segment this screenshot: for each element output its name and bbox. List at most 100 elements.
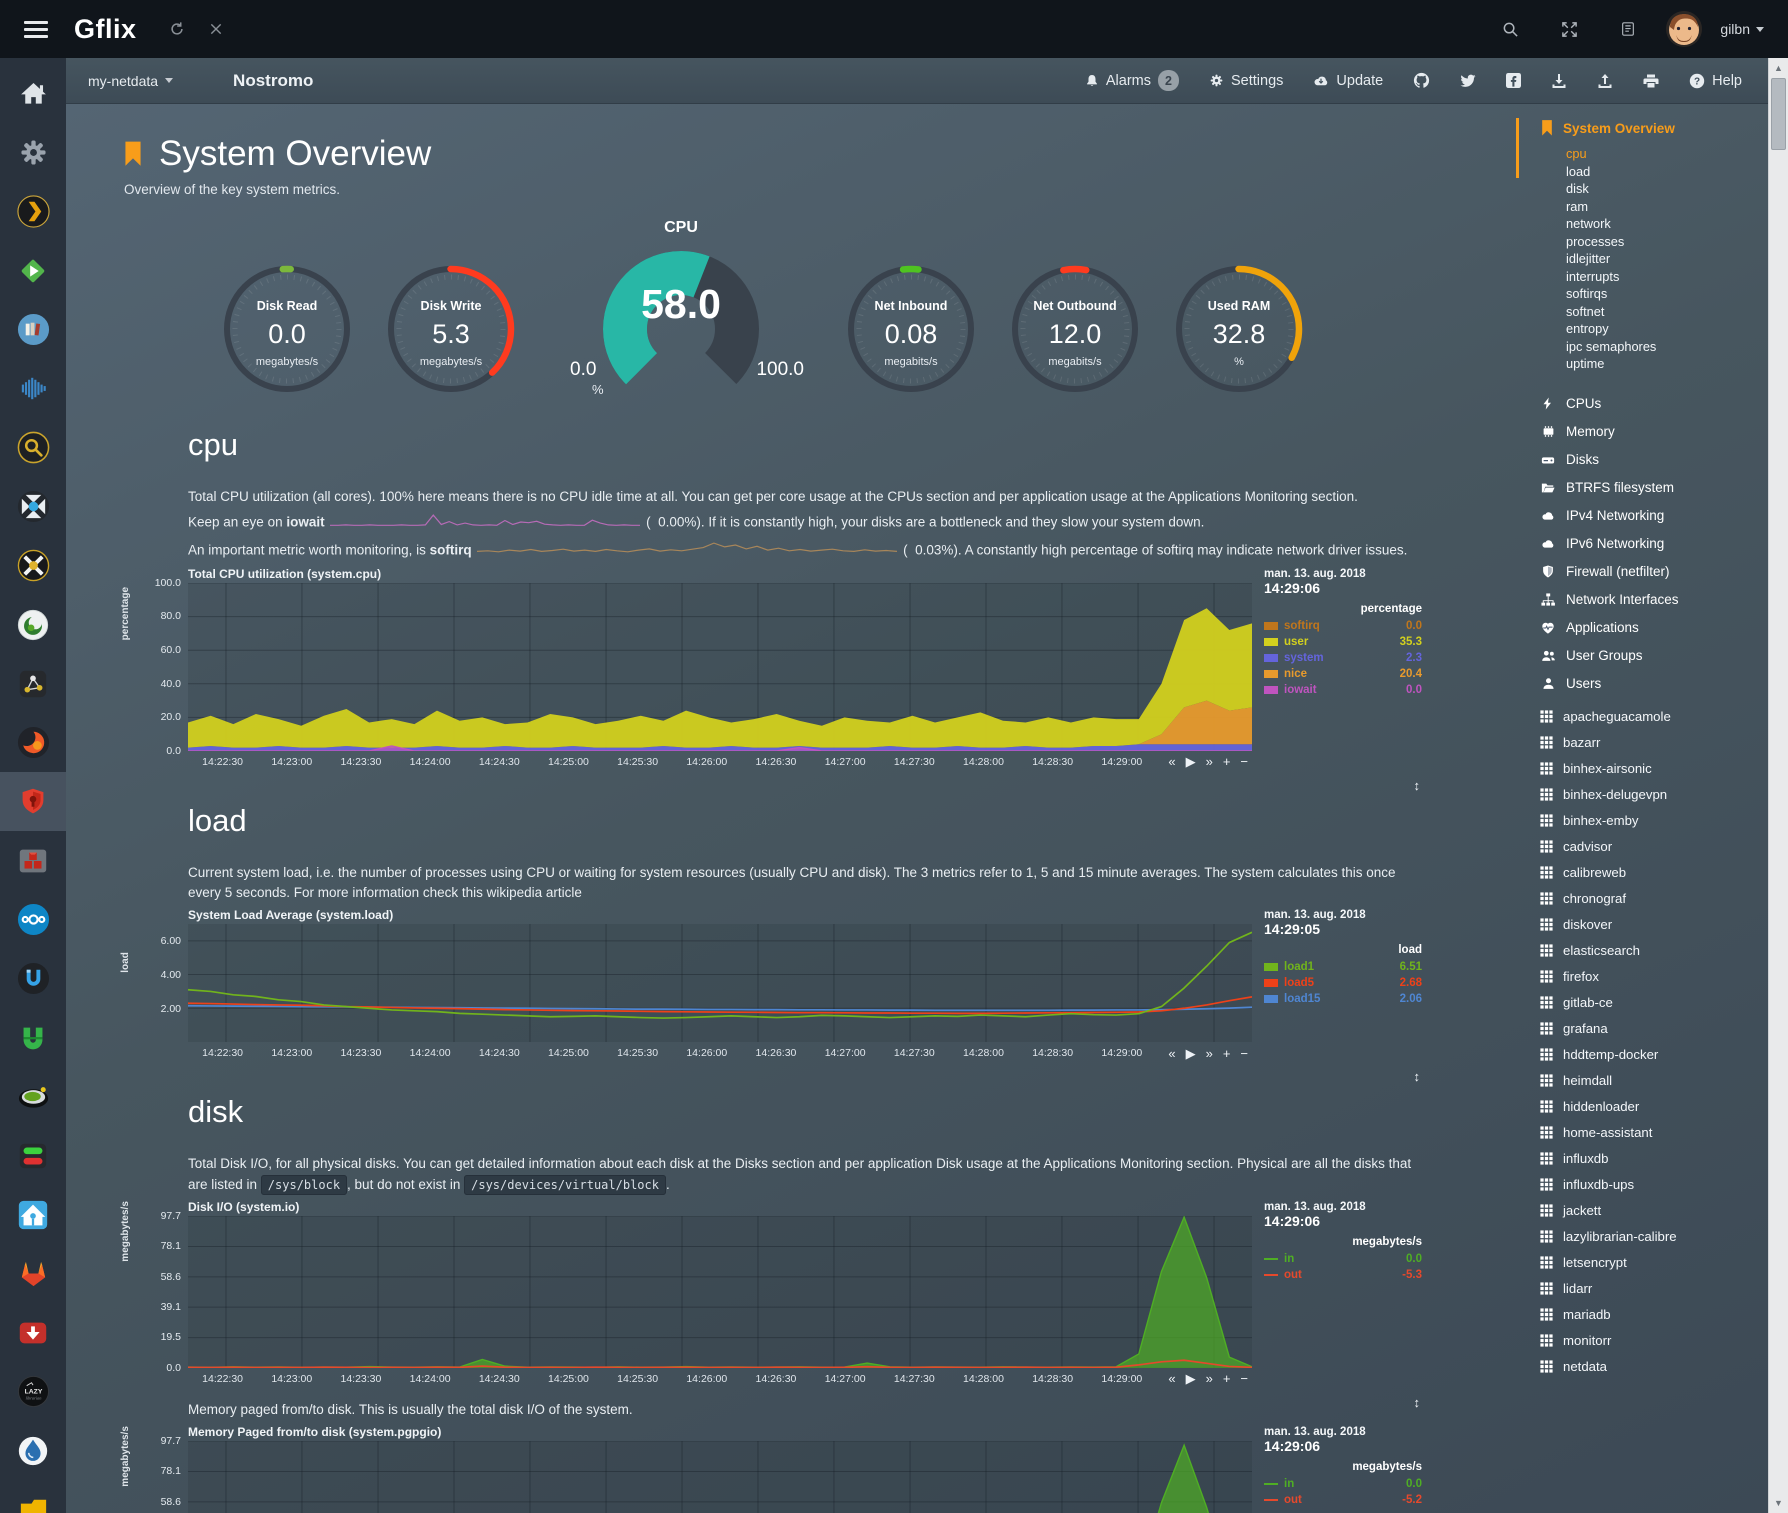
sidebar-item-interrupts[interactable]: interrupts	[1566, 268, 1620, 284]
chart-play-button[interactable]: ▶	[1185, 754, 1196, 770]
sidebar-app-hddtemp-docker[interactable]: hddtemp-docker	[1540, 1042, 1762, 1068]
sidebar-app-heimdall[interactable]: heimdall	[1540, 1068, 1762, 1094]
chart-plot-area[interactable]	[188, 924, 1252, 1043]
rail-item-home-assistant-app-icon[interactable]	[0, 1185, 66, 1244]
sidebar-app-apacheguacamole[interactable]: apacheguacamole	[1540, 704, 1762, 730]
chart-zoom-in-button[interactable]: +	[1222, 754, 1231, 770]
changelog-icon[interactable]	[1620, 21, 1636, 37]
gauge-net-inbound[interactable]: Net Inbound 0.08 megabits/s	[844, 259, 978, 397]
rail-item-swirl-green-app-icon[interactable]	[0, 595, 66, 654]
legend-item-out[interactable]: out -5.2	[1264, 1492, 1422, 1508]
rail-item-nextcloud-app-icon[interactable]	[0, 890, 66, 949]
sidebar-item-softnet[interactable]: softnet	[1566, 303, 1605, 319]
chart-zoom-in-button[interactable]: +	[1222, 1371, 1231, 1387]
legend-item-in[interactable]: in 0.0	[1264, 1251, 1422, 1267]
chart-forward-button[interactable]: »	[1205, 1045, 1213, 1061]
sidebar-section-disks[interactable]: Disks	[1540, 446, 1762, 474]
sidebar-app-netdata[interactable]: netdata	[1540, 1354, 1762, 1380]
sidebar-app-letsencrypt[interactable]: letsencrypt	[1540, 1250, 1762, 1276]
rail-item-cross-yellow-app-icon[interactable]	[0, 536, 66, 595]
sidebar-app-lazylibrarian-calibre[interactable]: lazylibrarian-calibre	[1540, 1224, 1762, 1250]
sidebar-item-cpu[interactable]: cpu	[1566, 146, 1587, 161]
scroll-down-arrow[interactable]: ▼	[1774, 1498, 1783, 1508]
sidebar-app-calibreweb[interactable]: calibreweb	[1540, 860, 1762, 886]
rail-item-home-icon[interactable]	[0, 64, 66, 123]
export-button[interactable]	[1597, 73, 1613, 89]
sidebar-section-network-interfaces[interactable]: Network Interfaces	[1540, 586, 1762, 614]
chart-plot-area[interactable]	[188, 582, 1252, 751]
legend-item-load1[interactable]: load1 6.51	[1264, 959, 1422, 975]
search-icon[interactable]	[1502, 21, 1519, 38]
rail-item-cubes-red-app-icon[interactable]	[0, 831, 66, 890]
sidebar-item-load[interactable]: load	[1566, 163, 1591, 179]
legend-item-load15[interactable]: load15 2.06	[1264, 991, 1422, 1007]
rail-item-network-nodes-app-icon[interactable]	[0, 654, 66, 713]
chart-resize-handle[interactable]: ↕	[1413, 1069, 1421, 1085]
sidebar-section-btrfs-filesystem[interactable]: BTRFS filesystem	[1540, 474, 1762, 502]
sidebar-item-network[interactable]: network	[1566, 216, 1611, 231]
sidebar-app-elasticsearch[interactable]: elasticsearch	[1540, 938, 1762, 964]
rail-item-sabnzbd-app-icon[interactable]: sab	[0, 1480, 66, 1513]
sidebar-item-entropy[interactable]: entropy	[1566, 321, 1609, 336]
rail-item-green-u-app-icon[interactable]	[0, 1008, 66, 1067]
rail-item-lazylibrarian-app-icon[interactable]: LAZY librarian	[0, 1362, 66, 1421]
legend-item-in[interactable]: in 0.0	[1264, 1476, 1422, 1492]
rail-item-plate-app-icon[interactable]	[0, 1067, 66, 1126]
sidebar-section-user-groups[interactable]: User Groups	[1540, 642, 1762, 670]
sidebar-item-disk[interactable]: disk	[1566, 181, 1589, 196]
chart-back-button[interactable]: «	[1168, 1371, 1176, 1387]
gauge-disk-read[interactable]: Disk Read 0.0 megabytes/s	[220, 259, 354, 397]
sidebar-item-ram[interactable]: ram	[1566, 198, 1589, 214]
sidebar-item-processes[interactable]: processes	[1566, 233, 1625, 249]
legend-item-nice[interactable]: nice 20.4	[1264, 666, 1422, 682]
rail-item-settings-gear-icon[interactable]	[0, 123, 66, 182]
import-button[interactable]	[1551, 73, 1567, 89]
chart-forward-button[interactable]: »	[1205, 754, 1213, 770]
sidebar-app-binhex-airsonic[interactable]: binhex-airsonic	[1540, 756, 1762, 782]
sidebar-app-mariadb[interactable]: mariadb	[1540, 1302, 1762, 1328]
app-title[interactable]: Gflix	[74, 13, 137, 44]
chart-zoom-out-button[interactable]: −	[1240, 754, 1248, 770]
sidebar-app-binhex-emby[interactable]: binhex-emby	[1540, 808, 1762, 834]
sidebar-app-cadvisor[interactable]: cadvisor	[1540, 834, 1762, 860]
gauge-disk-write[interactable]: Disk Write 5.3 megabytes/s	[384, 259, 518, 397]
sidebar-item-idlejitter[interactable]: idlejitter	[1566, 251, 1611, 266]
settings-button[interactable]: Settings	[1209, 73, 1283, 89]
rail-item-magnifier-app-icon[interactable]	[0, 418, 66, 477]
sidebar-section-ipv6-networking[interactable]: IPv6 Networking	[1540, 530, 1762, 558]
rail-item-emby-app-icon[interactable]	[0, 241, 66, 300]
legend-item-softirq[interactable]: softirq 0.0	[1264, 618, 1422, 634]
github-button[interactable]	[1413, 72, 1430, 89]
help-button[interactable]: ? Help	[1689, 73, 1742, 89]
rail-item-airsonic-app-icon[interactable]	[0, 359, 66, 418]
sidebar-app-hiddenloader[interactable]: hiddenloader	[1540, 1094, 1762, 1120]
sidebar-app-influxdb-ups[interactable]: influxdb-ups	[1540, 1172, 1762, 1198]
rail-item-status-pills-app-icon[interactable]	[0, 1126, 66, 1185]
sidebar-app-jackett[interactable]: jackett	[1540, 1198, 1762, 1224]
chart-play-button[interactable]: ▶	[1185, 1371, 1196, 1387]
sidebar-item-uptime[interactable]: uptime	[1566, 356, 1605, 371]
sidebar-item-softirqs[interactable]: softirqs	[1566, 286, 1608, 301]
chart-resize-handle[interactable]: ↕	[1413, 777, 1421, 793]
chart-plot-area[interactable]	[188, 1441, 1252, 1513]
chart-zoom-out-button[interactable]: −	[1240, 1371, 1248, 1387]
rail-item-grafana-app-icon[interactable]	[0, 713, 66, 772]
legend-item-iowait[interactable]: iowait 0.0	[1264, 682, 1422, 698]
twitter-button[interactable]	[1460, 73, 1476, 89]
rail-item-water-drop-app-icon[interactable]	[0, 1421, 66, 1480]
fullscreen-icon[interactable]	[1561, 21, 1578, 38]
sidebar-section-users[interactable]: Users	[1540, 670, 1762, 698]
sidebar-app-diskover[interactable]: diskover	[1540, 912, 1762, 938]
close-icon[interactable]	[209, 22, 223, 36]
chart-back-button[interactable]: «	[1168, 754, 1176, 770]
sidebar-section-firewall-netfilter-[interactable]: Firewall (netfilter)	[1540, 558, 1762, 586]
chart-resize-handle[interactable]: ↕	[1413, 1394, 1421, 1410]
facebook-button[interactable]	[1506, 73, 1522, 88]
sidebar-app-binhex-delugevpn[interactable]: binhex-delugevpn	[1540, 782, 1762, 808]
sidebar-section-cpus[interactable]: CPUs	[1540, 390, 1762, 418]
sidebar-app-bazarr[interactable]: bazarr	[1540, 730, 1762, 756]
chart-plot-area[interactable]	[188, 1215, 1252, 1368]
gauge-net-outbound[interactable]: Net Outbound 12.0 megabits/s	[1008, 259, 1142, 397]
scrollbar[interactable]: ▲ ▼	[1768, 58, 1788, 1513]
sidebar-app-firefox[interactable]: firefox	[1540, 964, 1762, 990]
